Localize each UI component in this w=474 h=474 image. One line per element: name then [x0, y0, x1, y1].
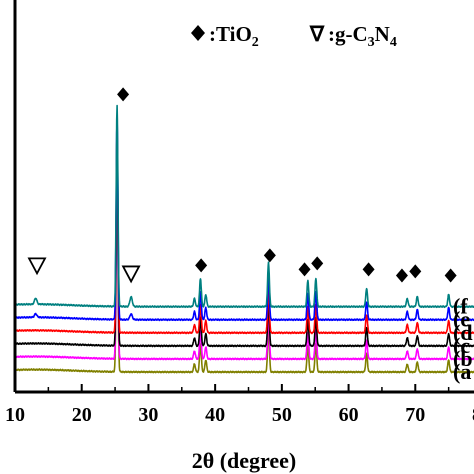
- x-tick-label: 30: [138, 404, 158, 426]
- tio2-peak-marker: [298, 262, 311, 277]
- curve-label-0: (a: [453, 359, 471, 384]
- gc3n4-peak-marker: [121, 265, 141, 284]
- tio2-peak-marker: [395, 268, 408, 283]
- legend-gc3n4-sub: 3: [368, 35, 375, 50]
- tio2-peak-marker: [362, 262, 375, 277]
- legend-diamond-icon: [191, 25, 205, 41]
- tio2-peak-marker: [117, 87, 130, 102]
- x-tick-label: 40: [205, 404, 225, 426]
- series-line-0: [14, 170, 474, 374]
- series-line-3: [14, 130, 474, 335]
- tio2-peak-marker: [311, 256, 324, 271]
- x-tick-label: 60: [339, 404, 359, 426]
- legend-tio2-label: :TiO2: [209, 22, 259, 50]
- series-line-2: [14, 143, 474, 348]
- curve-label-layer: (a(b(c(d(e(f: [453, 294, 473, 384]
- x-tick-layer: 10 20 30 40 50 60 70 80: [5, 384, 474, 426]
- curve-label-4: (e: [453, 307, 470, 332]
- legend-triangle-icon: ∇: [309, 22, 325, 46]
- tio2-peak-marker: [444, 268, 457, 283]
- series-layer: [14, 104, 474, 374]
- series-line-1: [14, 156, 474, 361]
- curve-label-5: (f: [453, 294, 468, 319]
- legend-tio2-sub: 2: [252, 35, 259, 50]
- legend-gc3n4-label: :g-C3N4: [328, 22, 397, 50]
- x-axis-title: 2θ (degree): [192, 448, 297, 473]
- series-line-4: [14, 117, 474, 322]
- tio2-peak-marker: [409, 264, 422, 279]
- curve-label-2: (c: [453, 333, 470, 358]
- x-tick-label: 10: [5, 404, 25, 426]
- legend-gc3n4-sub2: 4: [390, 35, 397, 50]
- curve-label-3: (d: [453, 320, 473, 345]
- x-tick-label: 20: [72, 404, 92, 426]
- legend-gc3n4-tail: N: [375, 22, 390, 46]
- x-tick-label: 80: [472, 404, 474, 426]
- marker-layer: [27, 87, 457, 284]
- gc3n4-peak-marker: [27, 257, 47, 276]
- legend: :TiO2 ∇ :g-C3N4: [191, 22, 397, 50]
- x-tick-label: 50: [272, 404, 292, 426]
- tio2-peak-marker: [195, 258, 208, 273]
- curve-label-1: (b: [453, 346, 473, 371]
- series-line-5: [14, 104, 474, 309]
- tio2-peak-marker: [263, 248, 276, 263]
- x-tick-label: 70: [405, 404, 425, 426]
